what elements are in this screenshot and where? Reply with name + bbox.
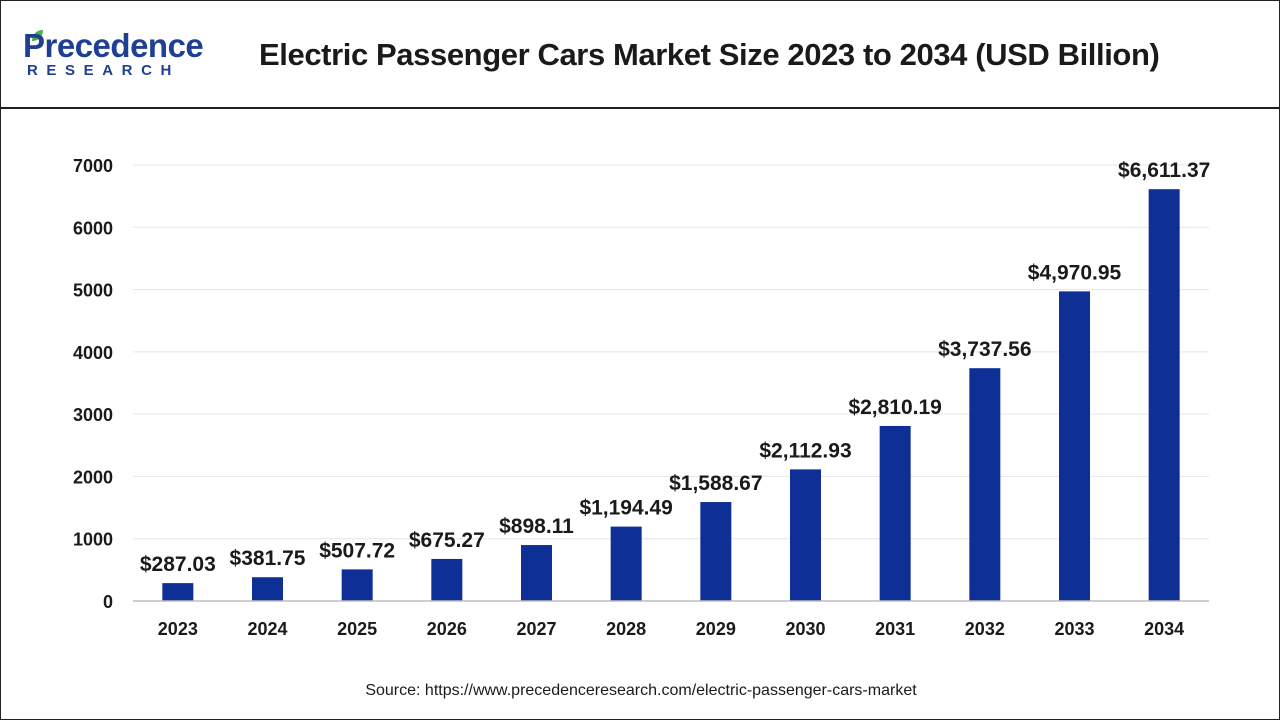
y-axis-ticks: 0 1000 2000 3000 4000 5000 6000 7000	[73, 156, 113, 612]
x-tick-label: 2031	[875, 619, 915, 639]
bar	[700, 502, 732, 601]
y-tick-label: 7000	[73, 156, 113, 176]
bar	[879, 425, 911, 601]
y-tick-label: 2000	[73, 467, 113, 487]
bar	[790, 469, 821, 601]
data-label: $507.72	[319, 539, 395, 562]
leaf-icon	[32, 30, 43, 41]
bar	[1059, 291, 1090, 601]
bars	[162, 189, 1180, 601]
data-label: $1,194.49	[579, 497, 672, 520]
header: Precedence RESEARCH Electric Passenger C…	[1, 1, 1280, 109]
x-tick-label: 2034	[1144, 619, 1184, 639]
bar	[162, 583, 194, 601]
bar	[431, 558, 463, 601]
data-label: $898.11	[499, 515, 574, 538]
bar	[252, 577, 283, 601]
x-tick-label: 2029	[696, 619, 736, 639]
x-tick-label: 2026	[427, 619, 467, 639]
data-label: $1,588.67	[669, 472, 762, 495]
bar	[610, 526, 642, 601]
x-tick-label: 2024	[247, 619, 287, 639]
brand-logo: Precedence RESEARCH	[23, 29, 213, 85]
y-tick-label: 6000	[73, 218, 113, 238]
data-label: $2,112.93	[759, 439, 851, 462]
x-tick-label: 2023	[158, 619, 198, 639]
x-tick-label: 2028	[606, 619, 646, 639]
bar	[521, 545, 552, 601]
x-tick-label: 2027	[516, 619, 556, 639]
data-label: $381.75	[230, 547, 306, 570]
logo-subtitle: RESEARCH	[27, 62, 180, 79]
x-tick-label: 2032	[965, 619, 1005, 639]
data-label: $3,737.56	[938, 338, 1031, 361]
y-tick-label: 1000	[73, 530, 113, 550]
data-label: $675.27	[409, 529, 485, 552]
y-tick-label: 0	[103, 592, 113, 612]
x-tick-label: 2025	[337, 619, 377, 639]
x-axis-ticks: 2023 2024 2025 2026 2027 2028 2029 2030 2031 2032…	[158, 619, 1184, 639]
data-labels: $287.03 $381.75 $507.72 $675.27 $898.11$1,19…	[140, 159, 1210, 576]
y-tick-label: 4000	[73, 343, 113, 363]
logo-wordmark: Precedence	[23, 27, 204, 64]
bar	[969, 368, 1001, 601]
data-label: $4,970.95	[1028, 261, 1122, 284]
bar	[1148, 189, 1180, 601]
chart-area: 0 1000 2000 3000 4000 5000 6000 7000 $287.03 $38…	[1, 111, 1280, 671]
x-tick-label: 2033	[1054, 619, 1094, 639]
data-label: $287.03	[140, 553, 216, 576]
y-tick-label: 5000	[73, 281, 113, 301]
source-note: Source: https://www.precedenceresearch.c…	[365, 682, 917, 699]
chart-title: Electric Passenger Cars Market Size 2023…	[259, 37, 1160, 72]
gridlines	[133, 164, 1209, 540]
y-tick-label: 3000	[73, 405, 113, 425]
bar	[341, 569, 373, 601]
bar-chart: 0 1000 2000 3000 4000 5000 6000 7000 $287.03 $38…	[73, 156, 1210, 639]
data-label: $6,611.37	[1118, 159, 1210, 182]
data-label: $2,810.19	[848, 396, 941, 419]
x-tick-label: 2030	[785, 619, 825, 639]
